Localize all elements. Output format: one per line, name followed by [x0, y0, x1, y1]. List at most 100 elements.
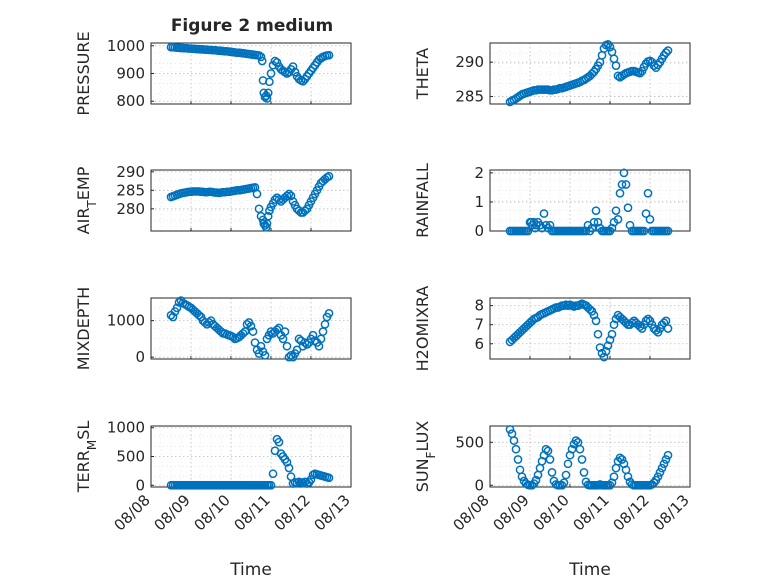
data-point [545, 455, 555, 464]
data-point [615, 188, 625, 198]
data-point [261, 222, 271, 232]
axes-frame [489, 297, 691, 360]
data-point [593, 217, 603, 227]
x-tick-label: 08/10 [191, 491, 234, 534]
data-point [661, 455, 671, 464]
data-point [265, 77, 274, 87]
data-point [294, 206, 304, 216]
data-point [286, 191, 296, 201]
data-point [531, 475, 541, 485]
data-point [575, 444, 585, 454]
data-point [653, 472, 663, 482]
data-point [601, 347, 611, 356]
y-axis-label: AIRTEMP [74, 166, 99, 234]
y-tick-label: 285 [455, 87, 484, 105]
data-point [599, 352, 609, 362]
y-tick-label: 285 [116, 181, 145, 199]
data-point [172, 303, 182, 313]
x-tick-label: 08/08 [450, 491, 493, 534]
data-point [290, 67, 300, 77]
data-point [246, 321, 256, 331]
data-point [617, 180, 627, 189]
data-point [591, 206, 601, 216]
data-point [296, 336, 306, 346]
data-point [306, 475, 316, 484]
data-point [505, 425, 515, 434]
data-point [272, 58, 282, 67]
data-point [603, 341, 613, 351]
data-point [559, 478, 569, 488]
axes-frame [150, 425, 352, 488]
data-point [589, 217, 599, 227]
y-tick-label: 900 [116, 65, 145, 83]
y-axis-label: THETA [413, 48, 432, 100]
data-point [623, 203, 633, 213]
y-tick-label: 1 [474, 193, 484, 211]
y-tick-label: 0 [474, 222, 484, 240]
x-tick-label: 08/09 [151, 491, 194, 534]
x-tick-label: 08/08 [111, 491, 154, 534]
y-tick-label: 1000 [107, 312, 145, 330]
data-point [511, 444, 521, 454]
data-point [661, 316, 671, 326]
data-point [539, 209, 549, 218]
data-point [623, 472, 633, 482]
data-point [663, 324, 673, 333]
y-tick-label: 1000 [107, 37, 145, 55]
data-point [547, 468, 557, 477]
data-point [611, 61, 621, 70]
data-point [266, 480, 276, 490]
y-tick-label: 280 [116, 200, 145, 218]
data-point [607, 329, 617, 339]
data-point [587, 223, 597, 233]
data-point [619, 168, 629, 178]
data-point [260, 350, 270, 360]
data-point [280, 327, 290, 336]
data-point [282, 341, 292, 351]
data-point [204, 318, 214, 327]
x-tick-label: 08/12 [610, 491, 653, 534]
axes-frame [150, 42, 352, 105]
data-point [607, 223, 617, 233]
data-point [274, 437, 284, 447]
data-point [324, 308, 334, 318]
data-point [659, 459, 669, 469]
data-point [284, 463, 294, 473]
data-point [257, 56, 267, 66]
data-point [613, 215, 623, 224]
data-point [263, 211, 273, 221]
data-point [270, 56, 280, 66]
data-point [292, 345, 302, 355]
y-tick-label: 2 [474, 164, 484, 182]
y-tick-label: 0 [135, 476, 145, 494]
data-point [613, 71, 623, 81]
x-axis-label: Time [568, 560, 611, 580]
data-point [635, 68, 645, 78]
x-tick-label: 08/12 [271, 491, 314, 534]
data-point [272, 325, 282, 335]
data-point [300, 206, 310, 216]
data-point [523, 226, 533, 236]
data-point [639, 226, 649, 236]
data-point [286, 350, 296, 360]
data-point [324, 171, 334, 181]
data-point [663, 46, 673, 55]
data-point [577, 455, 587, 464]
data-point [324, 473, 334, 483]
data-point [663, 450, 673, 460]
y-tick-label: 0 [474, 476, 484, 494]
y-axis-label: RAINFALL [413, 163, 432, 238]
axes-frame [489, 42, 691, 105]
data-point [302, 340, 312, 349]
data-point [168, 312, 178, 322]
x-tick-label: 08/11 [570, 491, 613, 534]
x-tick-label: 08/11 [231, 491, 274, 534]
data-point [615, 453, 625, 463]
data-point [605, 42, 615, 52]
data-point [593, 329, 603, 339]
data-point [517, 472, 527, 482]
data-point [621, 180, 631, 189]
data-point [645, 215, 655, 224]
y-axis-label: MIXDEPTH [74, 287, 93, 370]
